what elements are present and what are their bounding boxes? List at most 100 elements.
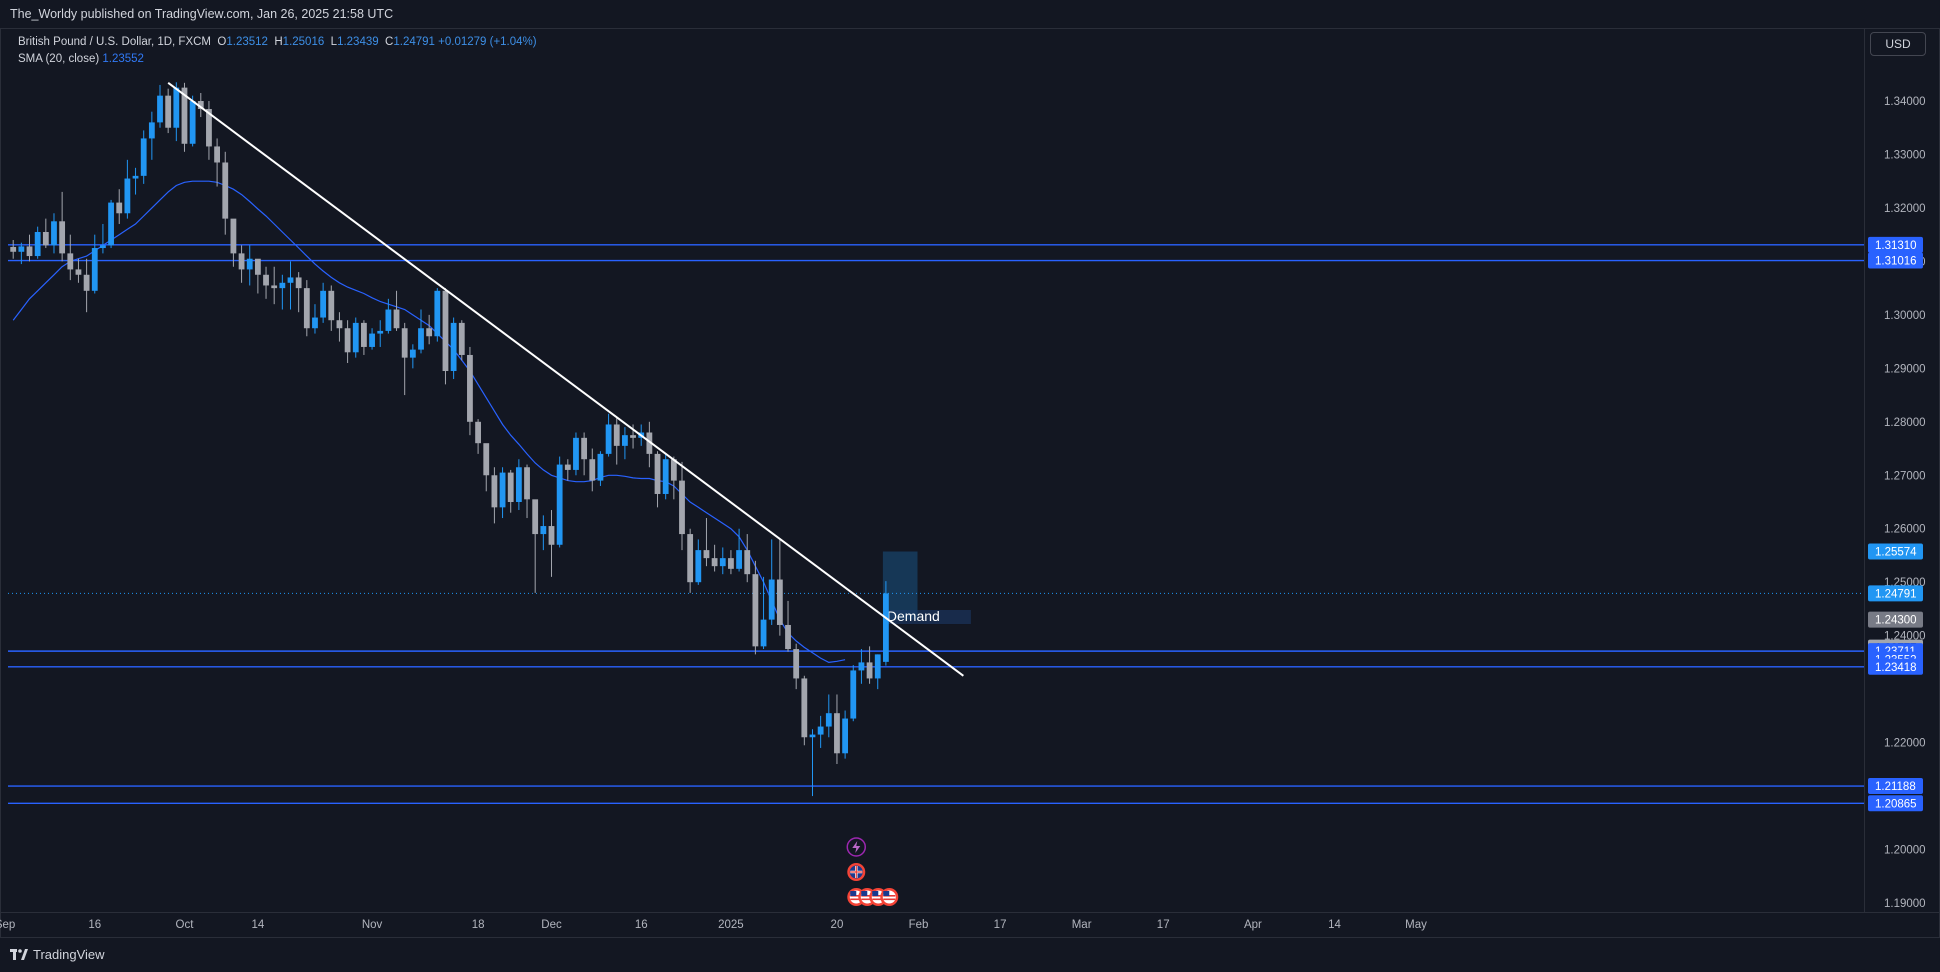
price-label-zone-top[interactable]: 1.25574 (1868, 543, 1923, 560)
candle-body[interactable] (564, 464, 571, 470)
candle-body[interactable] (834, 713, 840, 754)
candle-body[interactable] (548, 526, 555, 545)
candle-body[interactable] (515, 467, 522, 502)
candle-body[interactable] (67, 253, 74, 270)
candle-body[interactable] (605, 424, 612, 454)
candle-body[interactable] (303, 288, 310, 329)
candle-body[interactable] (344, 328, 351, 353)
symbol-title[interactable]: British Pound / U.S. Dollar, 1D, FXCM (18, 36, 212, 48)
candle-body[interactable] (662, 459, 669, 494)
candle-body[interactable] (83, 274, 90, 291)
candle-body[interactable] (882, 593, 889, 662)
candle-body[interactable] (752, 574, 759, 647)
candle-body[interactable] (776, 579, 783, 625)
candle-body[interactable] (401, 328, 408, 358)
price-label-last[interactable]: 1.24791 (1868, 585, 1923, 602)
candle-body[interactable] (91, 248, 98, 291)
candle-body[interactable] (597, 453, 604, 481)
flag-uk-icon[interactable] (847, 863, 866, 881)
candle-body[interactable] (744, 550, 751, 575)
candle-body[interactable] (850, 670, 857, 719)
candle-body[interactable] (26, 246, 33, 257)
candle-body[interactable] (148, 122, 155, 139)
candle-body[interactable] (825, 713, 832, 727)
candle-body[interactable] (483, 443, 490, 476)
plot-area[interactable]: Demand (8, 82, 1864, 804)
candle-body[interactable] (328, 290, 335, 321)
candle-body[interactable] (181, 87, 188, 144)
candle-body[interactable] (622, 435, 628, 446)
candle-body[interactable] (263, 274, 269, 286)
candle-body[interactable] (475, 421, 481, 444)
candle-body[interactable] (271, 285, 278, 289)
candle-body[interactable] (393, 309, 400, 329)
candle-body[interactable] (524, 467, 530, 500)
candle-body[interactable] (499, 472, 506, 508)
candle-body[interactable] (214, 146, 220, 163)
price-label-zone-bottom[interactable]: 1.24300 (1868, 611, 1923, 628)
candle-body[interactable] (768, 579, 775, 620)
candle-body[interactable] (230, 218, 237, 254)
candle-body[interactable] (670, 459, 677, 481)
candle-body[interactable] (450, 322, 457, 372)
candle-body[interactable] (581, 437, 588, 460)
candle-body[interactable] (785, 624, 791, 650)
candle-body[interactable] (507, 472, 514, 502)
candle-body[interactable] (589, 459, 596, 481)
candle-body[interactable] (352, 322, 359, 353)
candle-body[interactable] (295, 277, 302, 289)
candle-body[interactable] (858, 662, 865, 671)
candle-body[interactable] (695, 550, 702, 583)
candle-body[interactable] (59, 221, 66, 254)
candle-body[interactable] (369, 333, 375, 347)
candle-body[interactable] (18, 246, 25, 252)
candle-body[interactable] (809, 734, 816, 738)
candle-body[interactable] (42, 231, 49, 246)
sma-line[interactable] (12, 180, 846, 664)
candle-body[interactable] (246, 258, 253, 270)
candle-body[interactable] (157, 95, 163, 123)
candle-body[interactable] (51, 221, 57, 246)
candle-body[interactable] (556, 464, 563, 545)
legend-row-sma[interactable]: SMA (20, close) 1.23552 (18, 51, 537, 68)
candle-body[interactable] (361, 322, 367, 347)
candle-body[interactable] (222, 162, 229, 219)
flag-us-icon[interactable] (880, 888, 899, 906)
candle-body[interactable] (442, 290, 449, 372)
candle-body[interactable] (116, 202, 123, 214)
candle-body[interactable] (165, 95, 172, 128)
tradingview-logo[interactable]: TradingView (10, 947, 105, 962)
candle-body[interactable] (793, 649, 800, 679)
candle-body[interactable] (312, 317, 318, 329)
candle-body[interactable] (206, 109, 212, 147)
candle-body[interactable] (458, 322, 465, 355)
candle-body[interactable] (719, 558, 726, 567)
candle-body[interactable] (287, 277, 294, 283)
candle-body[interactable] (132, 175, 139, 179)
candle-body[interactable] (279, 282, 286, 289)
candle-body[interactable] (679, 480, 685, 535)
candle-body[interactable] (491, 475, 498, 508)
candle-body[interactable] (108, 202, 114, 246)
candle-body[interactable] (467, 354, 473, 422)
candle-body[interactable] (10, 246, 17, 252)
candle-body[interactable] (654, 453, 661, 494)
currency-button[interactable]: USD (1870, 32, 1926, 56)
candle-body[interactable] (703, 550, 710, 559)
price-label-level[interactable]: 1.20865 (1868, 795, 1923, 812)
candle-body[interactable] (418, 328, 424, 350)
price-label-level[interactable]: 1.23418 (1868, 658, 1923, 675)
candle-body[interactable] (100, 245, 106, 249)
candle-body[interactable] (426, 328, 433, 337)
candle-body[interactable] (34, 231, 41, 257)
candle-body[interactable] (197, 101, 204, 110)
candle-body[interactable] (573, 437, 579, 470)
candle-body[interactable] (75, 269, 82, 275)
candle-body[interactable] (254, 258, 261, 275)
candle-body[interactable] (646, 432, 653, 454)
candle-body[interactable] (385, 309, 392, 331)
price-label-level[interactable]: 1.31016 (1868, 252, 1923, 269)
candle-body[interactable] (238, 253, 245, 270)
candle-body[interactable] (728, 558, 734, 569)
